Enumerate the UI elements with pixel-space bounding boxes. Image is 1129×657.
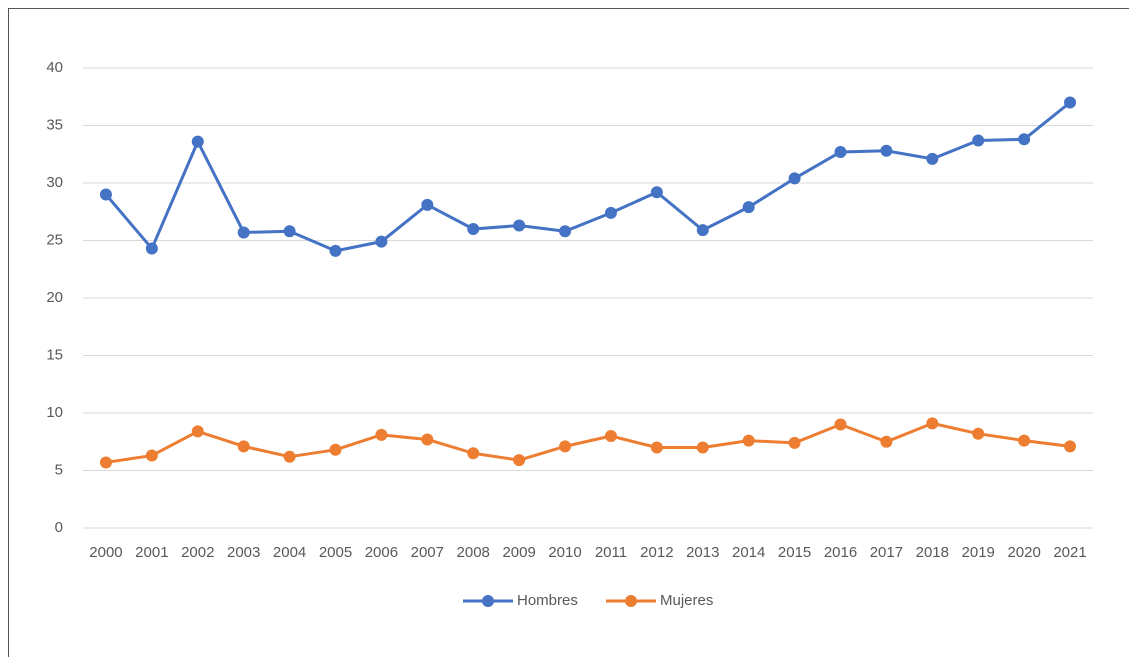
data-point xyxy=(650,186,663,199)
y-tick-label: 40 xyxy=(46,59,63,76)
data-point xyxy=(1064,96,1077,109)
data-point xyxy=(880,435,893,448)
series-line xyxy=(104,101,1071,253)
y-tick-label: 5 xyxy=(55,461,63,478)
data-point xyxy=(650,441,663,454)
x-tick-label: 2006 xyxy=(365,544,398,561)
x-tick-label: 2010 xyxy=(548,544,581,561)
y-tick-label: 15 xyxy=(46,346,63,363)
data-point xyxy=(145,242,158,255)
x-tick-label: 2004 xyxy=(273,544,306,561)
data-point xyxy=(972,134,985,147)
y-tick-label: 20 xyxy=(46,289,63,306)
x-tick-label: 2002 xyxy=(181,544,214,561)
legend-marker xyxy=(625,595,637,607)
data-point xyxy=(237,440,250,453)
y-tick-label: 0 xyxy=(55,519,63,536)
x-tick-label: 2013 xyxy=(686,544,719,561)
data-point xyxy=(696,224,709,237)
x-tick-label: 2017 xyxy=(870,544,903,561)
data-point xyxy=(421,198,434,211)
data-point xyxy=(972,427,985,440)
data-point xyxy=(1064,440,1077,453)
legend-marker xyxy=(482,595,494,607)
data-point xyxy=(283,450,296,463)
x-tick-label: 2009 xyxy=(502,544,535,561)
x-tick-label: 2001 xyxy=(135,544,168,561)
data-point xyxy=(559,225,572,238)
y-tick-label: 25 xyxy=(46,231,63,248)
data-point xyxy=(237,226,250,239)
data-point xyxy=(467,447,480,460)
data-point xyxy=(1018,434,1031,447)
data-point xyxy=(329,244,342,257)
y-tick-label: 35 xyxy=(46,116,63,133)
legend-label: Hombres xyxy=(517,592,578,609)
x-tick-label: 2019 xyxy=(962,544,995,561)
data-point xyxy=(375,235,388,248)
data-point xyxy=(99,188,112,201)
x-tick-label: 2016 xyxy=(824,544,857,561)
data-point xyxy=(926,152,939,165)
x-tick-label: 2012 xyxy=(640,544,673,561)
legend-label: Mujeres xyxy=(660,592,713,609)
data-point xyxy=(604,206,617,219)
x-tick-label: 2008 xyxy=(457,544,490,561)
x-tick-label: 2021 xyxy=(1053,544,1086,561)
data-point xyxy=(513,454,526,467)
data-point xyxy=(513,219,526,232)
x-tick-label: 2015 xyxy=(778,544,811,561)
x-tick-label: 2000 xyxy=(89,544,122,561)
data-point xyxy=(329,443,342,456)
data-point xyxy=(834,145,847,158)
data-point xyxy=(559,440,572,453)
data-point xyxy=(191,425,204,438)
x-tick-label: 2007 xyxy=(411,544,444,561)
data-point xyxy=(191,135,204,148)
data-point xyxy=(696,441,709,454)
data-point xyxy=(375,428,388,441)
x-tick-label: 2005 xyxy=(319,544,352,561)
data-point xyxy=(283,225,296,238)
data-point xyxy=(834,418,847,431)
y-tick-label: 30 xyxy=(46,174,63,191)
data-point xyxy=(1018,133,1031,146)
x-tick-label: 2018 xyxy=(916,544,949,561)
x-tick-label: 2011 xyxy=(595,544,627,561)
data-point xyxy=(788,172,801,185)
x-tick-label: 2014 xyxy=(732,544,765,561)
data-point xyxy=(880,144,893,157)
series-line xyxy=(105,421,1071,464)
data-point xyxy=(421,433,434,446)
data-point xyxy=(926,417,939,430)
data-point xyxy=(467,223,480,235)
x-tick-label: 2003 xyxy=(227,544,260,561)
y-tick-label: 10 xyxy=(46,404,63,421)
data-point xyxy=(145,449,158,462)
chart-border xyxy=(8,8,1129,657)
data-point xyxy=(742,434,755,447)
data-point xyxy=(788,436,801,449)
x-tick-label: 2020 xyxy=(1007,544,1040,561)
data-point xyxy=(742,201,755,214)
data-point xyxy=(99,456,112,469)
data-point xyxy=(604,430,617,442)
